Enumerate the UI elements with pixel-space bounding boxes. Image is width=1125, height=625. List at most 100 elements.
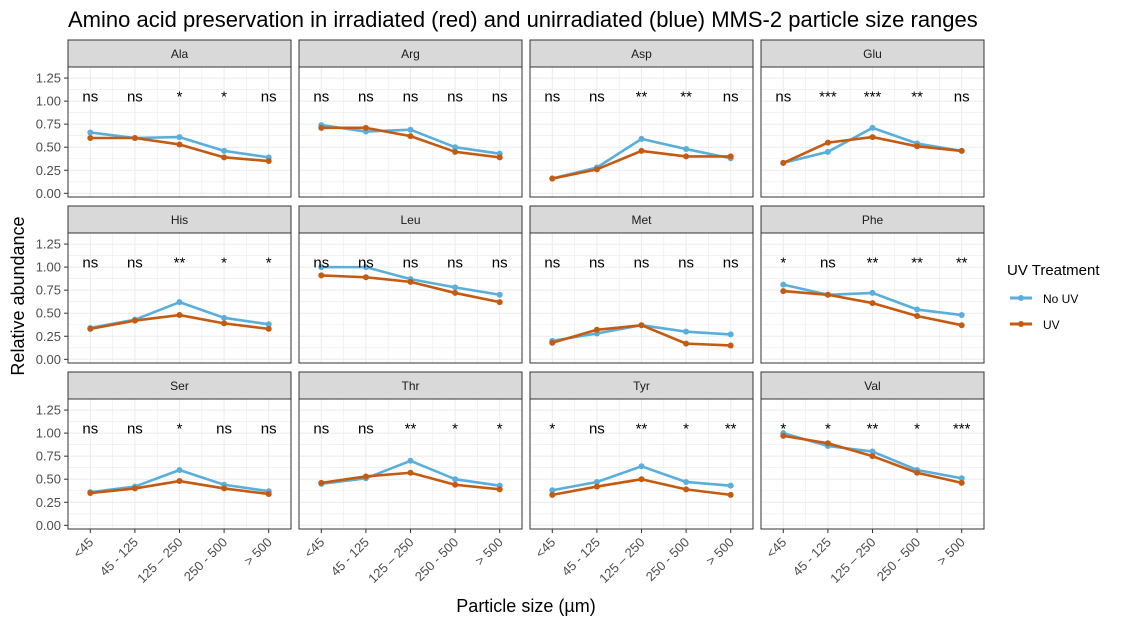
series-no-uv-point	[362, 264, 369, 271]
facet-panel-arg: Arg ns ns ns ns ns	[298, 39, 523, 198]
significance-label: *	[177, 421, 183, 438]
series-no-uv-point	[176, 134, 183, 141]
series-uv-point	[362, 124, 369, 131]
series-uv-point	[727, 153, 734, 160]
series-uv-point	[87, 490, 94, 497]
series-uv-point	[221, 485, 228, 492]
series-uv-point	[914, 143, 921, 150]
significance-label: ns	[723, 89, 739, 106]
significance-label: ns	[358, 255, 374, 272]
series-uv-point	[958, 479, 965, 486]
series-no-uv-point	[958, 312, 965, 319]
significance-label: *	[780, 255, 786, 272]
series-uv-point	[727, 342, 734, 349]
series-no-uv-point	[496, 291, 503, 298]
series-uv-point	[496, 299, 503, 306]
significance-label: *	[177, 89, 183, 106]
series-no-uv-point	[780, 281, 787, 288]
significance-label: **	[725, 421, 737, 438]
x-tick-label: 250 - 500	[412, 535, 461, 584]
facet-strip	[760, 205, 985, 234]
x-tick-label: 125 – 250	[134, 535, 186, 587]
series-uv-point	[87, 134, 94, 141]
significance-label: *	[221, 255, 227, 272]
significance-label: ns	[492, 255, 508, 272]
panel-border	[298, 66, 523, 198]
significance-label: ns	[82, 255, 98, 272]
series-no-uv-point	[407, 457, 414, 464]
significance-label: **	[867, 255, 879, 272]
series-uv-point	[87, 325, 94, 332]
panel-border	[298, 232, 523, 364]
significance-label: **	[174, 255, 186, 272]
y-tick-label: 1.25	[36, 403, 61, 418]
significance-label: ns	[261, 89, 277, 106]
significance-label: ns	[403, 89, 419, 106]
series-uv-point	[638, 476, 645, 483]
facet-label: Glu	[863, 47, 882, 61]
significance-label: ***	[864, 89, 882, 106]
y-tick-label: 1.00	[36, 94, 61, 109]
x-tick-label: <45	[70, 535, 96, 561]
series-uv-point	[496, 486, 503, 493]
significance-label: **	[636, 421, 648, 438]
series-no-uv-point	[869, 124, 876, 131]
significance-label: *	[221, 89, 227, 106]
series-uv-point	[362, 473, 369, 480]
series-uv-point	[824, 291, 831, 298]
series-no-uv-point	[452, 144, 459, 151]
legend-key-no-uv-point	[1018, 295, 1024, 301]
legend: UV Treatment No UV UV	[1007, 262, 1100, 332]
significance-label: ns	[127, 421, 143, 438]
significance-label: ns	[820, 255, 836, 272]
facet-panel-ser: Ser 0.00 0.25 0.50 0.75 1.00 1.25 <45 45 - 12512…	[36, 371, 292, 587]
facet-strip	[67, 371, 292, 400]
y-tick-label: 0.75	[36, 117, 61, 132]
significance-label: *	[683, 421, 689, 438]
facet-strip	[298, 371, 523, 400]
facet-strip	[298, 39, 523, 68]
gridlines	[530, 67, 753, 197]
significance-label: ns	[447, 89, 463, 106]
series-no-uv-point	[683, 146, 690, 153]
series-uv-point	[131, 317, 138, 324]
series-uv-point	[318, 272, 325, 279]
series-uv-point	[914, 312, 921, 319]
series-no-uv-point	[176, 299, 183, 306]
series-no-uv-point	[869, 289, 876, 296]
x-tick-label: > 500	[241, 535, 275, 569]
series-uv-point	[869, 134, 876, 141]
significance-label: ***	[819, 89, 837, 106]
series-no-uv-point	[452, 476, 459, 483]
significance-label: ns	[403, 255, 419, 272]
significance-label: ns	[447, 255, 463, 272]
series-no-uv-point	[869, 448, 876, 455]
series-no-uv-point	[221, 147, 228, 154]
significance-label: *	[914, 421, 920, 438]
facet-label: His	[171, 213, 188, 227]
y-tick-label: 1.00	[36, 426, 61, 441]
x-tick-label: 45 - 125	[97, 535, 141, 579]
panel-border	[760, 232, 985, 364]
significance-label: *	[825, 421, 831, 438]
y-tick-label: 1.00	[36, 260, 61, 275]
series-no-uv-point	[265, 321, 272, 328]
gridlines	[530, 233, 753, 363]
x-tick-label: 250 - 500	[643, 535, 692, 584]
series-uv-point	[549, 339, 556, 346]
significance-label: ns	[216, 421, 232, 438]
x-tick-label: > 500	[703, 535, 737, 569]
series-uv-point	[958, 322, 965, 329]
series-uv-point	[362, 274, 369, 281]
y-tick-label: 0.75	[36, 283, 61, 298]
series-uv-point	[780, 288, 787, 295]
facet-label: Arg	[401, 47, 420, 61]
facet-strip	[529, 205, 754, 234]
significance-label: ns	[954, 89, 970, 106]
series-uv-point	[176, 141, 183, 148]
series-uv-point	[265, 490, 272, 497]
chart-title: Amino acid preservation in irradiated (r…	[68, 7, 978, 32]
significance-label: **	[911, 89, 923, 106]
